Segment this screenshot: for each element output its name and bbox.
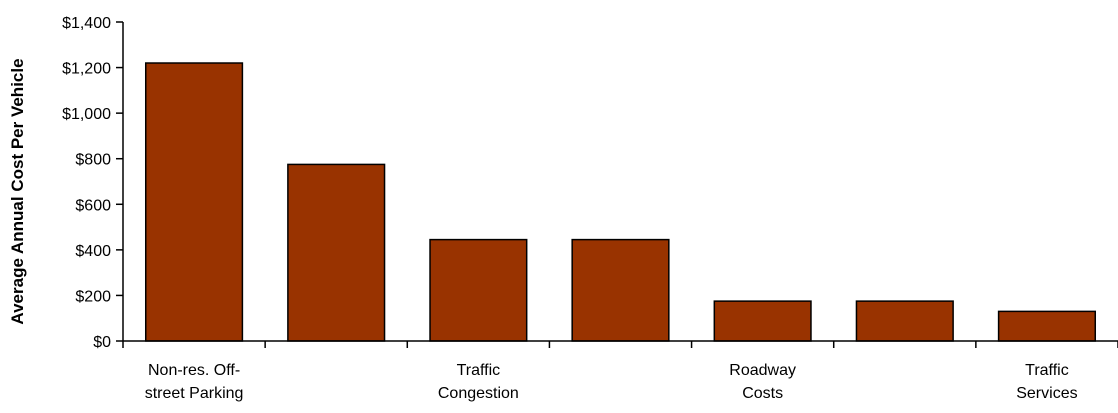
bar bbox=[287, 163, 386, 342]
y-tick-label: $400 bbox=[75, 243, 111, 260]
bars bbox=[144, 62, 1097, 342]
y-tick-label: $0 bbox=[93, 334, 111, 351]
y-tick-label: $600 bbox=[75, 197, 111, 214]
x-category-label: street Parking bbox=[145, 385, 244, 402]
bar bbox=[571, 238, 670, 342]
bar bbox=[855, 300, 954, 342]
y-tick-label: $800 bbox=[75, 152, 111, 169]
x-category-label: Congestion bbox=[438, 385, 519, 402]
x-category-label: Roadway bbox=[729, 362, 796, 379]
x-category-label: Non-res. Off- bbox=[148, 362, 240, 379]
bar bbox=[429, 238, 528, 342]
bar bbox=[144, 62, 244, 342]
bar bbox=[997, 310, 1097, 342]
y-axis-label: Average Annual Cost Per Vehicle bbox=[8, 58, 27, 324]
x-category-label: Traffic bbox=[457, 362, 501, 379]
y-axis-ticks: $0 $200 $400 $600 $800 $1,000 $1,200 $1,400 bbox=[62, 15, 123, 351]
y-tick-label: $1,200 bbox=[62, 61, 111, 78]
x-axis-category-labels: Non-res. Off-street Parking Traffic Conges… bbox=[122, 341, 1118, 402]
x-category-label: Traffic bbox=[1025, 362, 1069, 379]
x-category-label: Services bbox=[1016, 385, 1077, 402]
y-tick-label: $1,400 bbox=[62, 15, 111, 32]
x-category-label: Costs bbox=[742, 385, 783, 402]
bar bbox=[713, 300, 812, 342]
y-tick-label: $200 bbox=[75, 288, 111, 305]
y-tick-label: $1,000 bbox=[62, 106, 111, 123]
